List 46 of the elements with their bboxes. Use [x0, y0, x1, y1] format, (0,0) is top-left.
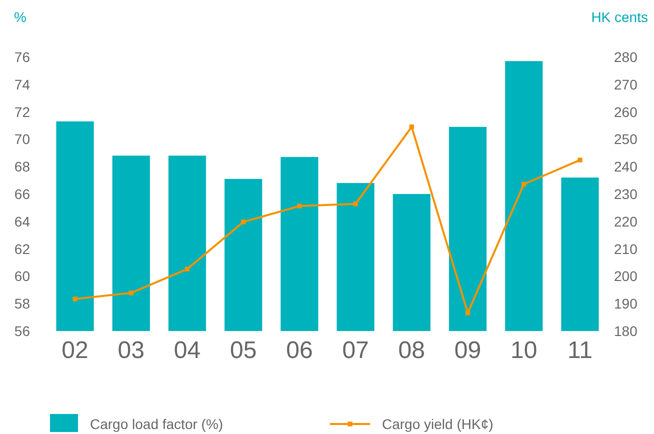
- y-tick-label: 76: [14, 49, 30, 65]
- x-tick-label: 07: [342, 337, 369, 364]
- y2-tick-label: 280: [614, 49, 638, 65]
- point: [522, 182, 526, 186]
- x-tick-label: 03: [118, 337, 144, 364]
- x-tick-label: 09: [454, 337, 482, 364]
- legend-label: Cargo yield (HK¢): [382, 416, 494, 432]
- point: [128, 290, 134, 296]
- y2-tick-label: 180: [614, 323, 638, 339]
- y2-tick-label: 270: [614, 76, 638, 92]
- y-tick-label: 60: [14, 268, 30, 284]
- point: [578, 158, 582, 162]
- y-tick-label: 72: [14, 104, 30, 120]
- point: [465, 310, 470, 316]
- y-tick-label: 70: [14, 131, 30, 148]
- y2-axis-title: HK cents: [591, 9, 648, 25]
- point: [409, 124, 414, 130]
- y-axis-title: %: [14, 9, 26, 25]
- y-tick-label: 66: [14, 186, 30, 202]
- point: [297, 204, 302, 208]
- y-tick-label: 74: [14, 76, 30, 92]
- y-tick-label: 62: [14, 240, 30, 257]
- y2-tick-label: 190: [614, 296, 638, 312]
- x-tick-label: 06: [286, 337, 313, 364]
- y2-tick-label: 240: [614, 158, 638, 175]
- x-tick-label: 04: [174, 337, 201, 364]
- x-tick-label: 02: [62, 337, 88, 364]
- point: [353, 202, 358, 206]
- y2-tick-label: 250: [614, 131, 638, 148]
- x-tick-label: 05: [230, 337, 257, 364]
- y2-tick-label: 200: [614, 268, 638, 284]
- y2-tick-label: 260: [614, 104, 638, 120]
- y-tick-label: 56: [14, 323, 30, 339]
- y-tick-label: 68: [14, 158, 30, 175]
- y-tick-label: 64: [14, 213, 30, 230]
- y-tick-label: 58: [14, 296, 30, 312]
- point: [184, 266, 190, 272]
- x-tick-label: 10: [510, 337, 538, 364]
- x-tick-label: 08: [398, 337, 426, 364]
- y2-tick-label: 220: [614, 213, 638, 230]
- point: [240, 220, 246, 224]
- y2-tick-label: 230: [614, 186, 638, 202]
- legend-label: Cargo load factor (%): [90, 416, 224, 432]
- y2-tick-label: 210: [614, 240, 638, 257]
- point: [72, 296, 78, 302]
- x-tick-label: 11: [568, 337, 592, 364]
